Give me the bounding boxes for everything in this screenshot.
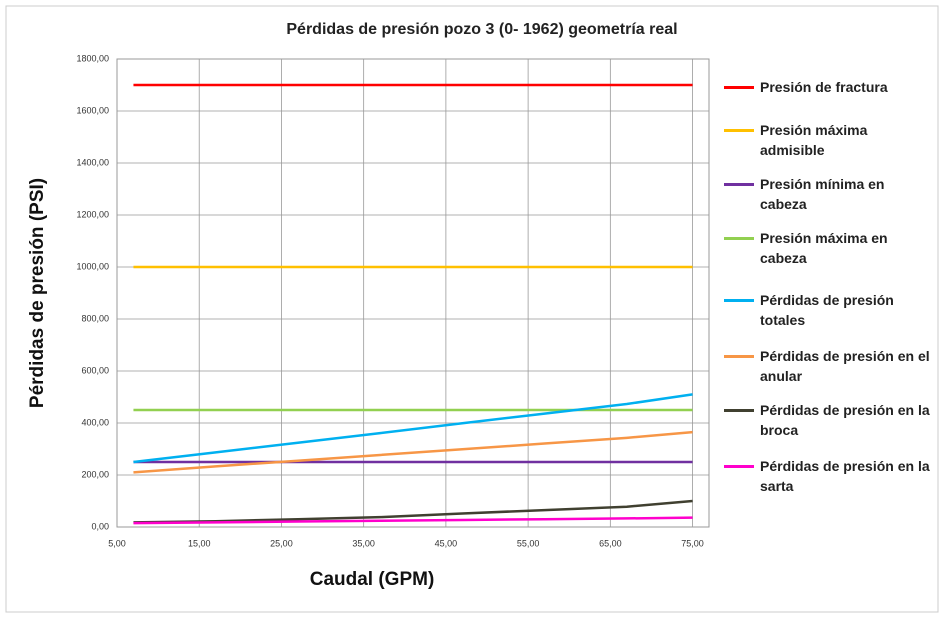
y-tick-label: 1400,00 [76,157,109,167]
y-tick-label: 1600,00 [76,105,109,115]
chart-title: Pérdidas de presión pozo 3 (0- 1962) geo… [286,21,677,38]
series-line [133,430,693,474]
x-tick-label: 5,00 [108,538,126,548]
legend-swatch [724,299,754,302]
y-tick-label: 400,00 [81,417,109,427]
legend-label: Pérdidas de presión en la sarta [760,458,930,494]
legend-label: Presión máxima en cabeza [760,230,888,266]
legend-swatch [724,409,754,412]
y-tick-label: 800,00 [81,313,109,323]
legend-swatch [724,86,754,89]
legend-label: Presión máxima admisible [760,122,868,158]
legend-label: Presión mínima en cabeza [760,176,885,212]
legend-label: Presión de fractura [760,79,888,95]
legend-swatch [724,183,754,186]
y-tick-label: 1000,00 [76,261,109,271]
y-tick-label: 1200,00 [76,209,109,219]
y-tick-label: 600,00 [81,365,109,375]
x-tick-label: 25,00 [270,538,293,548]
legend-label: Pérdidas de presión en la broca [760,402,930,438]
legend-swatch [724,355,754,358]
legend-swatch [724,237,754,240]
x-tick-label: 55,00 [517,538,540,548]
x-tick-label: 45,00 [435,538,458,548]
x-tick-label: 15,00 [188,538,211,548]
series-line [133,499,693,524]
legend-label: Pérdidas de presión totales [760,292,894,328]
legend-label: Pérdidas de presión en el anular [760,348,930,384]
y-axis-title: Pérdidas de presión (PSI) [27,178,48,408]
y-tick-label: 1800,00 [76,53,109,63]
series-line [133,516,693,525]
plot-area [116,58,710,528]
series-line [133,393,693,464]
y-tick-label: 0,00 [91,521,109,531]
x-tick-label: 75,00 [681,538,704,548]
x-tick-label: 65,00 [599,538,622,548]
x-tick-label: 35,00 [352,538,375,548]
legend-swatch [724,465,754,468]
y-tick-label: 200,00 [81,469,109,479]
legend-swatch [724,129,754,132]
x-axis-title: Caudal (GPM) [310,569,435,590]
